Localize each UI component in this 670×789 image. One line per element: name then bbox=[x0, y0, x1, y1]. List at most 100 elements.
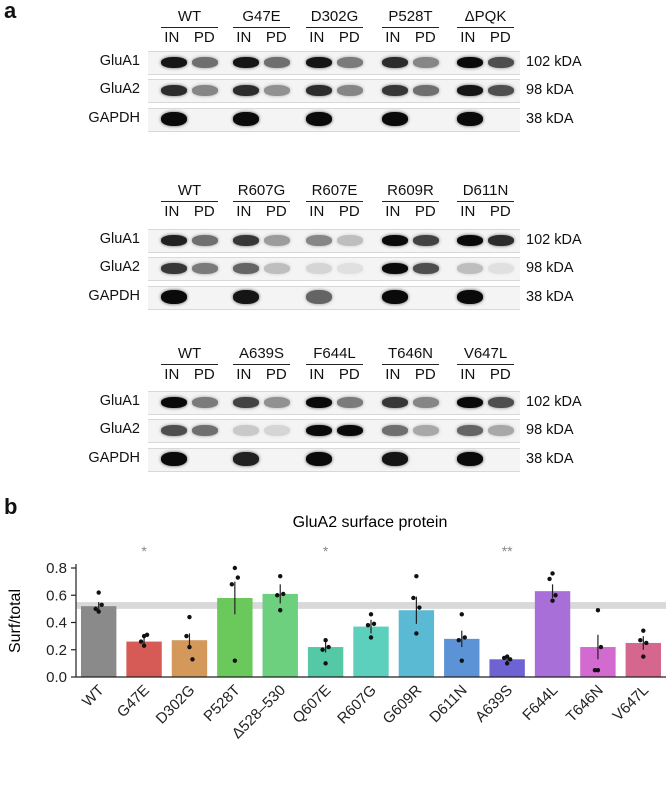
lane-group-header: WT IN PD bbox=[157, 8, 222, 46]
data-point bbox=[368, 612, 374, 617]
data-point bbox=[638, 638, 643, 643]
data-point bbox=[187, 614, 192, 620]
lane-sub-label: PD bbox=[265, 366, 287, 383]
blot-band bbox=[382, 290, 408, 304]
lane-sub-labels: IN PD bbox=[302, 366, 367, 383]
x-tick-label: G47E bbox=[114, 682, 153, 721]
lane-group-name: WT bbox=[177, 8, 202, 25]
lane-sub-label: IN bbox=[309, 366, 325, 383]
lane-group-header: F644L IN PD bbox=[302, 345, 367, 383]
data-point bbox=[96, 590, 101, 595]
lane-group-header: D611N IN PD bbox=[453, 182, 518, 220]
blot-band bbox=[457, 452, 483, 466]
bar bbox=[534, 591, 571, 677]
lane-group-header: G47E IN PD bbox=[229, 8, 294, 46]
data-point bbox=[371, 621, 377, 627]
lane-sub-labels: IN PD bbox=[302, 29, 367, 46]
data-point bbox=[501, 655, 507, 661]
blot-band bbox=[192, 262, 218, 274]
lane-sub-label: PD bbox=[265, 29, 287, 46]
panel-b-letter: b bbox=[4, 494, 18, 519]
lane-group-header: WT IN PD bbox=[157, 345, 222, 383]
lane-sub-label: IN bbox=[164, 29, 180, 46]
bar bbox=[262, 593, 298, 677]
significance-marker: * bbox=[323, 543, 329, 559]
bar bbox=[353, 626, 389, 677]
lane-sub-label: IN bbox=[385, 366, 401, 383]
data-point bbox=[365, 623, 371, 628]
blot-band bbox=[337, 396, 363, 408]
data-point bbox=[190, 657, 195, 662]
blot-band bbox=[337, 424, 363, 436]
lane-group-name: R609R bbox=[387, 182, 434, 199]
lane-group-rule bbox=[233, 364, 290, 365]
lane-sub-label: IN bbox=[385, 203, 401, 220]
data-point bbox=[144, 632, 150, 637]
lane-sub-label: IN bbox=[309, 29, 325, 46]
data-point bbox=[187, 644, 192, 650]
data-point bbox=[323, 638, 328, 643]
blot-band bbox=[161, 234, 187, 246]
blot-size-label: 102 kDA bbox=[526, 394, 582, 410]
data-point bbox=[323, 661, 328, 666]
blot-size-label: 98 kDA bbox=[526, 82, 574, 98]
data-point bbox=[598, 644, 604, 650]
blot-band bbox=[457, 84, 483, 96]
data-point bbox=[507, 657, 513, 662]
blot-band bbox=[488, 234, 514, 246]
data-point bbox=[326, 644, 331, 650]
blot-band bbox=[192, 56, 218, 68]
x-tick-label: D611N bbox=[426, 682, 470, 726]
lane-group-rule bbox=[233, 27, 290, 28]
x-tick-label: R607G bbox=[334, 682, 380, 728]
y-tick-label: 0.4 bbox=[46, 615, 67, 632]
significance-marker: ** bbox=[502, 543, 513, 559]
blot-band bbox=[233, 424, 259, 436]
lane-group-rule bbox=[233, 201, 290, 202]
x-tick-label: Q607E bbox=[289, 682, 334, 727]
blot-band bbox=[264, 424, 290, 436]
lane-group-rule bbox=[382, 201, 439, 202]
lane-sub-label: PD bbox=[489, 203, 511, 220]
data-point bbox=[417, 605, 422, 610]
lane-group-rule bbox=[382, 27, 439, 28]
data-point bbox=[275, 593, 280, 598]
lane-sub-label: PD bbox=[338, 203, 360, 220]
blot-band bbox=[233, 452, 259, 466]
lane-group-header: WT IN PD bbox=[157, 182, 222, 220]
significance-marker: * bbox=[141, 543, 147, 559]
blot-row-label: GAPDH bbox=[88, 110, 140, 126]
blot-band bbox=[488, 396, 514, 408]
blot-row-label: GluA1 bbox=[99, 231, 140, 247]
lane-group-name: WT bbox=[177, 345, 202, 362]
y-tick-label: 0.0 bbox=[46, 669, 67, 686]
blot-band bbox=[161, 396, 187, 408]
lane-group-name: P528T bbox=[388, 8, 433, 25]
data-point bbox=[96, 609, 101, 614]
data-point bbox=[411, 595, 416, 601]
lane-group-name: T646N bbox=[387, 345, 434, 362]
data-point bbox=[229, 582, 235, 587]
blot-band bbox=[382, 262, 408, 274]
blot-band bbox=[457, 234, 483, 246]
chart-title: GluA2 surface protein bbox=[293, 514, 448, 531]
data-point bbox=[232, 565, 238, 571]
data-point bbox=[368, 635, 374, 640]
lane-group-header: V647L IN PD bbox=[453, 345, 518, 383]
lane-sub-label: PD bbox=[414, 203, 436, 220]
blot-band bbox=[382, 452, 408, 466]
lane-group-header: R607G IN PD bbox=[229, 182, 294, 220]
data-point bbox=[550, 571, 555, 576]
lane-group-header: A639S IN PD bbox=[229, 345, 294, 383]
blot-band bbox=[161, 262, 187, 274]
lane-sub-label: PD bbox=[414, 366, 436, 383]
blot-band bbox=[233, 396, 259, 408]
blot-band bbox=[413, 56, 439, 68]
lane-sub-label: PD bbox=[193, 203, 215, 220]
blot-size-label: 38 kDA bbox=[526, 289, 574, 305]
bar bbox=[489, 659, 525, 677]
blot-band bbox=[192, 396, 218, 408]
data-point bbox=[459, 658, 464, 663]
lane-sub-label: PD bbox=[489, 366, 511, 383]
data-point bbox=[456, 638, 461, 643]
